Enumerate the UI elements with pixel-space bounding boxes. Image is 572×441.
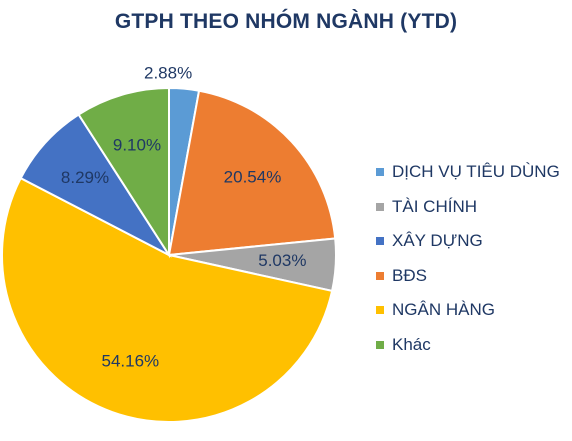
- legend-label: Khác: [392, 334, 431, 354]
- pie-slice-bds: [167, 89, 337, 257]
- legend: DỊCH VỤ TIÊU DÙNG TÀI CHÍNH XÂY DỰNG BĐS…: [376, 155, 572, 362]
- legend-swatch: [376, 306, 384, 315]
- pie-slice-khac: [77, 86, 170, 259]
- legend-item-xay-dung: XÂY DỰNG: [376, 224, 572, 259]
- pie-value-label-ngan-hang: 54.16%: [101, 351, 159, 370]
- pie-value-label-bds: 20.54%: [224, 168, 282, 187]
- legend-swatch: [376, 340, 384, 349]
- legend-swatch: [376, 237, 384, 246]
- pie-value-labels: 2.88% 20.54% 5.03% 54.16% 8.29%9.10%: [61, 63, 307, 370]
- legend-item-ngan-hang: NGÂN HÀNG: [376, 293, 572, 328]
- legend-label: TÀI CHÍNH: [392, 196, 477, 216]
- chart-title: GTPH THEO NHÓM NGÀNH (YTD): [114, 10, 458, 33]
- legend-item-khac: Khác: [376, 328, 572, 363]
- legend-swatch: [376, 168, 384, 177]
- pie-slices: [1, 86, 337, 423]
- legend-item-tai-chinh: TÀI CHÍNH: [376, 190, 572, 225]
- pie-value-label-tai-chinh: 5.03%: [258, 251, 306, 270]
- legend-swatch: [376, 202, 384, 211]
- legend-swatch: [376, 271, 384, 280]
- pie-slice-ngan-hang: [1, 176, 334, 423]
- legend-item-bds: BĐS: [376, 259, 572, 294]
- legend-label: NGÂN HÀNG: [392, 300, 495, 320]
- legend-label: XÂY DỰNG: [392, 231, 483, 251]
- pie-value-label-khac: 9.10%: [113, 136, 161, 155]
- pie-slice-xay-dung: [19, 113, 172, 258]
- legend-label: BĐS: [392, 265, 427, 285]
- pie-value-label-xay-dung: 8.29%: [61, 168, 109, 187]
- legend-item-dich-vu-tieu-dung: DỊCH VỤ TIÊU DÙNG: [376, 155, 572, 190]
- pie-value-label-dich-vu-tieu-dung: 2.88%: [144, 63, 192, 82]
- legend-label: DỊCH VỤ TIÊU DÙNG: [392, 162, 560, 182]
